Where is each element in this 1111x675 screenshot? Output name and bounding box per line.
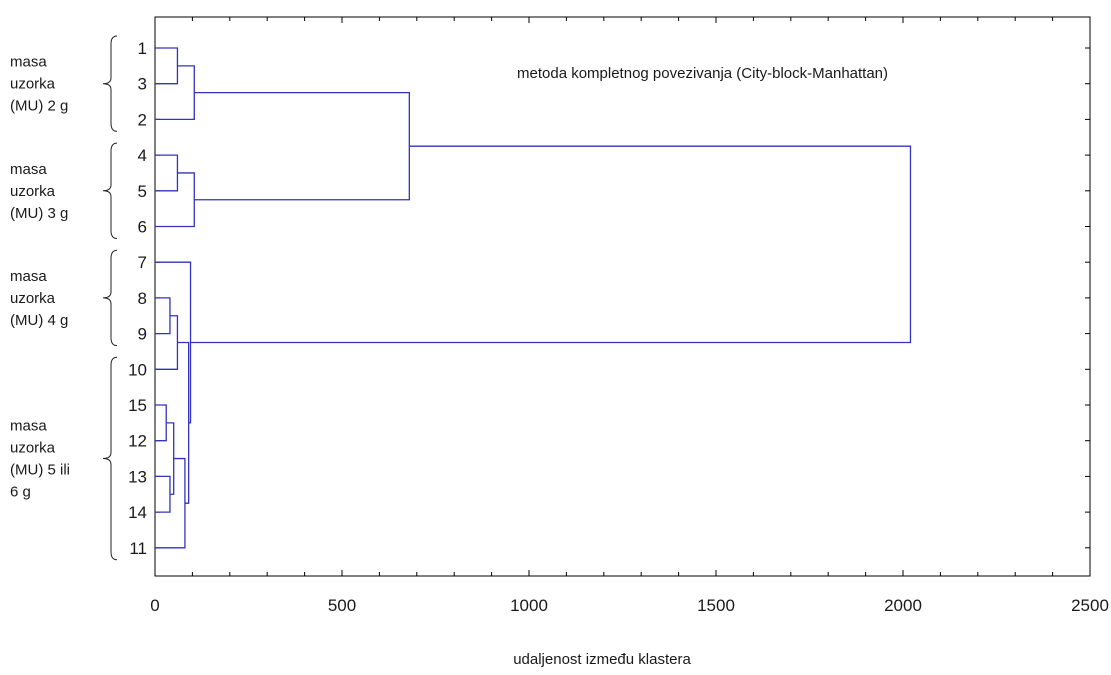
group-label-line: (MU) 3 g xyxy=(10,205,68,222)
x-tick-label: 2500 xyxy=(1071,596,1109,615)
group-label-line: 6 g xyxy=(10,484,31,501)
leaf-label: 7 xyxy=(138,253,147,272)
leaf-label: 6 xyxy=(138,218,147,237)
leaf-label: 3 xyxy=(138,75,147,94)
group-label-line: masa xyxy=(10,54,47,71)
group-label-line: uzorka xyxy=(10,76,56,93)
group-brace xyxy=(102,35,118,132)
group-label-line: uzorka xyxy=(10,440,56,457)
group-label-line: uzorka xyxy=(10,290,56,307)
group-brace xyxy=(102,356,118,561)
group-label-line: masa xyxy=(10,418,47,435)
leaf-label: 11 xyxy=(129,539,147,558)
group-brace xyxy=(102,249,118,347)
axis-ticks: 0 500 1000 1500 2000 2500 xyxy=(150,17,1109,615)
leaf-label: 1 xyxy=(138,39,147,58)
plot-area xyxy=(154,16,1091,577)
leaf-label: 12 xyxy=(128,432,147,451)
group-labels: masa uzorka (MU) 2 g masa uzorka (MU) 3 g masa… xyxy=(10,35,118,561)
leaf-label: 14 xyxy=(128,503,147,522)
group-label-line: (MU) 4 g xyxy=(10,312,68,329)
leaf-label: 9 xyxy=(138,325,147,344)
x-tick-label: 500 xyxy=(328,596,356,615)
x-tick-label: 2000 xyxy=(884,596,922,615)
chart-title: metoda kompletnog povezivanja (City-bloc… xyxy=(517,65,888,82)
group-brace xyxy=(102,142,118,239)
group-label-line: masa xyxy=(10,161,47,178)
dendrogram-link xyxy=(190,145,912,344)
group-label-line: (MU) 2 g xyxy=(10,98,68,115)
x-tick-label: 1000 xyxy=(510,596,548,615)
group-label-line: uzorka xyxy=(10,183,56,200)
leaf-label: 15 xyxy=(128,396,147,415)
group-label-line: (MU) 5 ili xyxy=(10,462,70,479)
leaf-label: 8 xyxy=(138,289,147,308)
x-axis-title: udaljenost između klastera xyxy=(513,651,691,668)
group-label-line: masa xyxy=(10,268,47,285)
leaf-label: 13 xyxy=(128,467,147,486)
leaf-label: 5 xyxy=(138,182,147,201)
leaf-label: 2 xyxy=(138,110,147,129)
leaf-label: 4 xyxy=(138,146,147,165)
dendrogram-links xyxy=(155,47,912,549)
x-tick-label: 1500 xyxy=(697,596,735,615)
x-tick-label: 0 xyxy=(150,596,159,615)
leaf-label: 10 xyxy=(128,360,147,379)
